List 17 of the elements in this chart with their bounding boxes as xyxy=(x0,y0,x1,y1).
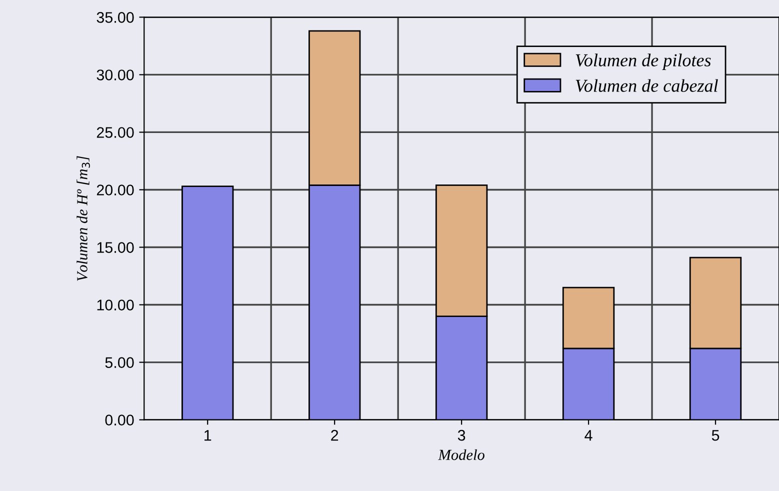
x-tick-label: 5 xyxy=(712,430,720,441)
y-tick-label: 10.00 xyxy=(97,300,134,310)
y-tick-label: 0.00 xyxy=(105,414,134,426)
y-tick-label: 25.00 xyxy=(96,127,134,138)
x-tick-label: 4 xyxy=(584,430,592,441)
x-tick-label: 2 xyxy=(331,430,338,441)
y-tick-label: 15.00 xyxy=(97,242,134,253)
x-axis-title: Modelo xyxy=(438,449,484,460)
legend-label: Volumen de pilotes xyxy=(576,54,711,70)
x-tick-label: 3 xyxy=(458,430,466,441)
y-axis-title: Volumen de Hº [m$_{3}$] xyxy=(76,156,90,281)
x-tick-label: 1 xyxy=(204,430,212,441)
y-tick-label: 5.00 xyxy=(105,357,134,368)
y-tick-label: 35.00 xyxy=(96,12,134,23)
y-tick-label: 30.00 xyxy=(96,70,134,80)
legend-label: Volumen de cabezal xyxy=(576,79,718,92)
y-tick-label: 20.00 xyxy=(96,184,134,196)
